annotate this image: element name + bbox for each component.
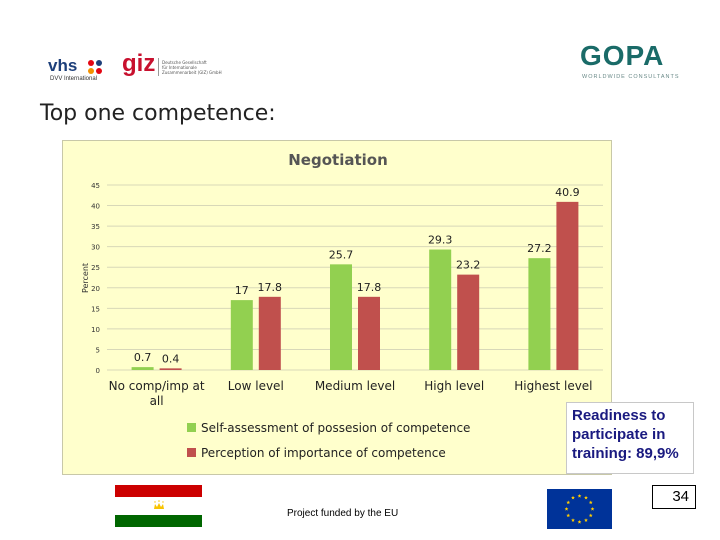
y-tick-label: 5 (96, 346, 100, 354)
y-tick-label: 25 (91, 264, 100, 272)
eu-star (564, 507, 569, 511)
vhs-logo-subtitle: DVV International (50, 76, 98, 82)
x-tick-labels: No comp/imp at all Low level Medium level Hi… (109, 379, 593, 408)
eu-star (577, 520, 582, 524)
eu-star (588, 500, 593, 505)
y-tick-label: 30 (91, 244, 100, 252)
page-number: 34 (652, 485, 696, 509)
y-tick-label: 15 (91, 305, 100, 313)
y-tick-label: 10 (91, 326, 100, 334)
bar-data-label: 0.4 (162, 352, 180, 365)
x-tick-label: High level (424, 379, 484, 393)
legend-entry: Self-assessment of possesion of competen… (201, 421, 470, 435)
legend-swatch (187, 423, 196, 432)
bar (330, 264, 352, 370)
note-line-2: participate in (572, 426, 666, 443)
gridlines (107, 184, 603, 371)
bar-data-label: 17.8 (357, 281, 382, 294)
note-line-1: Readiness to (572, 407, 666, 424)
legend-entry: Perception of importance of competence (201, 446, 446, 460)
bar (258, 296, 281, 370)
bar (358, 296, 380, 370)
giz-sub-line-2: für Internationale (162, 65, 197, 70)
x-tick-label: Medium level (315, 379, 395, 393)
eu-star (577, 494, 582, 498)
bar-data-label: 17 (235, 284, 249, 297)
bar (556, 201, 579, 370)
chart-area: Negotiation Percent 0 5 10 15 20 25 30 35 40 45 0… (62, 140, 612, 475)
bars (131, 201, 579, 370)
y-tick-label: 45 (91, 182, 100, 190)
y-tick-label: 40 (91, 203, 100, 211)
giz-sub-line-1: Deutsche Gesellschaft (162, 60, 207, 65)
note-line-3: training: 89,9% (572, 445, 679, 462)
slide-title: Top one competence: (40, 101, 276, 126)
bar (528, 258, 551, 370)
eu-star (566, 500, 571, 505)
giz-logo-subtitle: Deutsche Gesellschaft für Internationale… (162, 60, 222, 75)
bar (457, 274, 480, 370)
bar (159, 368, 182, 370)
bar-data-label: 25.7 (329, 248, 354, 261)
bar-chart: Negotiation Percent 0 5 10 15 20 25 30 35 40 45 0… (81, 151, 603, 460)
bar-data-label: 29.3 (428, 234, 453, 247)
y-tick-labels: 0 5 10 15 20 25 30 35 40 45 (91, 182, 100, 375)
footer-text: Project funded by the EU (287, 508, 399, 519)
bar (230, 300, 253, 370)
vhs-logo: vhs DVV International (48, 56, 106, 86)
eu-star (584, 495, 588, 500)
eu-star (571, 518, 575, 522)
bar-data-label: 17.8 (258, 281, 283, 294)
x-tick-label: No comp/imp at all (109, 379, 205, 408)
giz-logo-divider (158, 58, 159, 76)
bar (131, 367, 154, 370)
bar-data-label: 40.9 (555, 186, 580, 199)
giz-logo: giz Deutsche Gesellschaft für Internatio… (122, 50, 222, 82)
tajikistan-flag-icon (115, 485, 202, 527)
giz-logo-text: giz (122, 50, 156, 77)
eu-star (590, 507, 595, 511)
y-tick-label: 0 (96, 367, 100, 375)
readiness-note: Readiness to participate in training: 89… (566, 402, 694, 474)
eu-star (566, 513, 571, 518)
bar-data-label: 27.2 (527, 242, 552, 255)
eu-star (588, 513, 593, 518)
vhs-logo-text: vhs (48, 56, 78, 75)
vhs-dots-icon (88, 60, 102, 74)
bar (429, 249, 452, 370)
crown-icon (154, 500, 164, 509)
bar-data-label: 23.2 (456, 259, 481, 272)
x-tick-label: Highest level (514, 379, 592, 393)
eu-star (571, 495, 575, 500)
x-tick-label: Low level (228, 379, 284, 393)
gopa-logo-subtitle: WORLDWIDE CONSULTANTS (582, 74, 680, 80)
y-axis-label: Percent (81, 263, 90, 293)
legend-swatch (187, 448, 196, 457)
chart-title: Negotiation (288, 151, 388, 169)
eu-flag-icon (547, 489, 612, 529)
gopa-logo: GOPA WORLDWIDE CONSULTANTS (578, 40, 680, 84)
bar-data-label: 0.7 (134, 351, 152, 364)
y-tick-label: 20 (91, 285, 100, 293)
y-tick-label: 35 (91, 223, 100, 231)
eu-star (584, 518, 588, 522)
gopa-logo-text: GOPA (580, 40, 665, 71)
legend: Self-assessment of possesion of competen… (187, 421, 470, 460)
bar-data-labels: 0.7 0.4 17 17.8 25.7 17.8 29.323.2 27.2 40.9 (134, 186, 580, 366)
giz-sub-line-3: Zusammenarbeit (GIZ) GmbH (162, 70, 222, 75)
